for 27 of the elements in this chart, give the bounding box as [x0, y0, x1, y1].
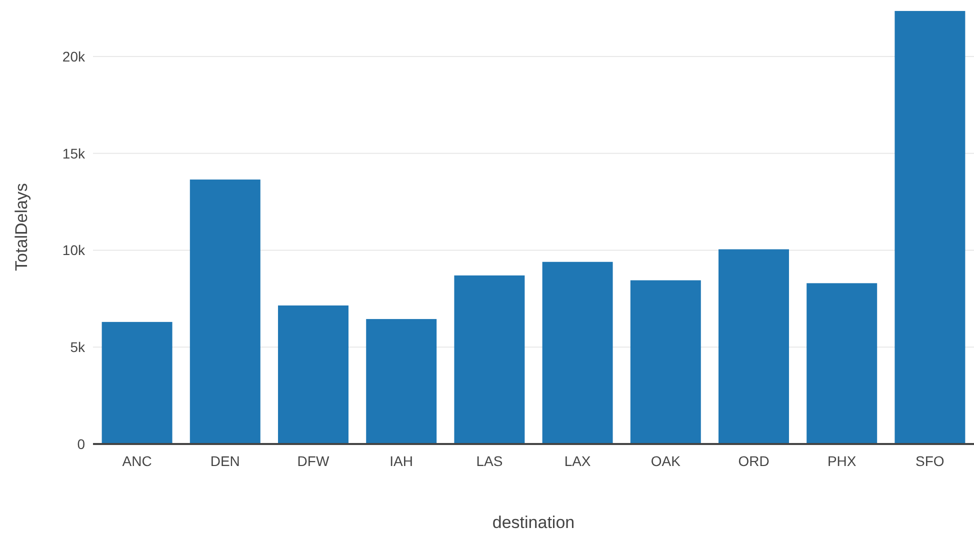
x-tick-label: LAX [564, 453, 592, 469]
bar [718, 249, 789, 444]
x-tick-label: DEN [210, 453, 240, 469]
x-tick-label: PHX [827, 453, 857, 469]
bar [190, 180, 260, 444]
bar [894, 10, 966, 444]
x-axis-title: destination [492, 513, 575, 532]
y-tick-label: 5k [70, 339, 86, 356]
x-tick-label: ANC [122, 453, 152, 469]
bar [366, 319, 437, 444]
x-tick-label: ORD [738, 453, 770, 469]
bar [630, 280, 701, 444]
bar [454, 275, 525, 444]
y-tick-label: 15k [62, 145, 86, 162]
x-tick-label: OAK [650, 453, 682, 469]
y-tick-label: 0 [77, 436, 86, 452]
bar [102, 322, 172, 444]
x-tick-label: DFW [297, 453, 330, 469]
bar [806, 283, 878, 444]
y-tick-label: 20k [62, 48, 86, 64]
x-tick-label: LAS [476, 453, 503, 469]
y-axis-title: TotalDelays [12, 183, 31, 271]
x-tick-label: IAH [390, 453, 414, 469]
bar [278, 305, 348, 444]
y-tick-label: 10k [62, 242, 86, 258]
x-tick-label: SFO [916, 453, 944, 469]
bar [542, 262, 613, 444]
